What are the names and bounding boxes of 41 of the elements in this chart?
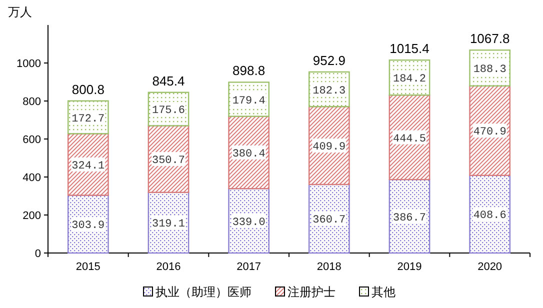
legend-label: 其他 — [372, 285, 396, 299]
x-tick-label: 2020 — [478, 261, 502, 273]
y-tick-label: 800 — [22, 96, 41, 108]
data-label: 339.0 — [232, 216, 266, 229]
legend-label: 执业（助理）医师 — [156, 285, 252, 299]
bar — [469, 85, 511, 176]
data-label: 380.4 — [232, 148, 266, 160]
y-tick-label: 200 — [22, 210, 41, 222]
data-label: 175.6 — [152, 105, 186, 118]
total-label: 952.9 — [312, 52, 346, 68]
data-label: 350.7 — [152, 155, 186, 168]
x-tick-label: 2016 — [156, 261, 181, 273]
data-label: 319.1 — [152, 218, 186, 231]
data-label: 184.2 — [392, 74, 426, 86]
data-label: 444.5 — [392, 133, 426, 146]
y-tick-label: 0 — [34, 248, 41, 260]
total-label: 898.8 — [232, 63, 266, 78]
y-tick-label: 400 — [22, 172, 41, 184]
total-label: 800.8 — [72, 82, 104, 97]
data-label: 182.3 — [312, 85, 346, 98]
data-label: 409.9 — [312, 142, 346, 154]
data-label: 188.3 — [473, 64, 506, 76]
data-label: 303.9 — [72, 220, 105, 232]
total-label: 845.4 — [152, 73, 185, 88]
y-axis-title: 万人 — [8, 5, 32, 19]
total-label: 1067.8 — [470, 31, 510, 46]
y-tick-label: 1000 — [16, 58, 41, 70]
data-label: 360.7 — [312, 214, 346, 227]
y-tick-label: 600 — [22, 134, 41, 146]
data-label: 172.7 — [72, 113, 105, 126]
x-tick-label: 2015 — [76, 261, 100, 273]
data-label: 386.7 — [392, 212, 426, 224]
legend-label: 注册护士 — [288, 285, 336, 299]
data-label: 179.4 — [232, 95, 266, 108]
data-label: 470.9 — [473, 126, 506, 139]
x-tick-label: 2017 — [236, 261, 262, 273]
total-label: 1015.4 — [390, 41, 430, 56]
data-label: 324.1 — [72, 160, 106, 172]
data-label: 408.6 — [473, 210, 506, 222]
x-tick-label: 2019 — [397, 261, 422, 273]
x-tick-label: 2018 — [316, 261, 342, 273]
